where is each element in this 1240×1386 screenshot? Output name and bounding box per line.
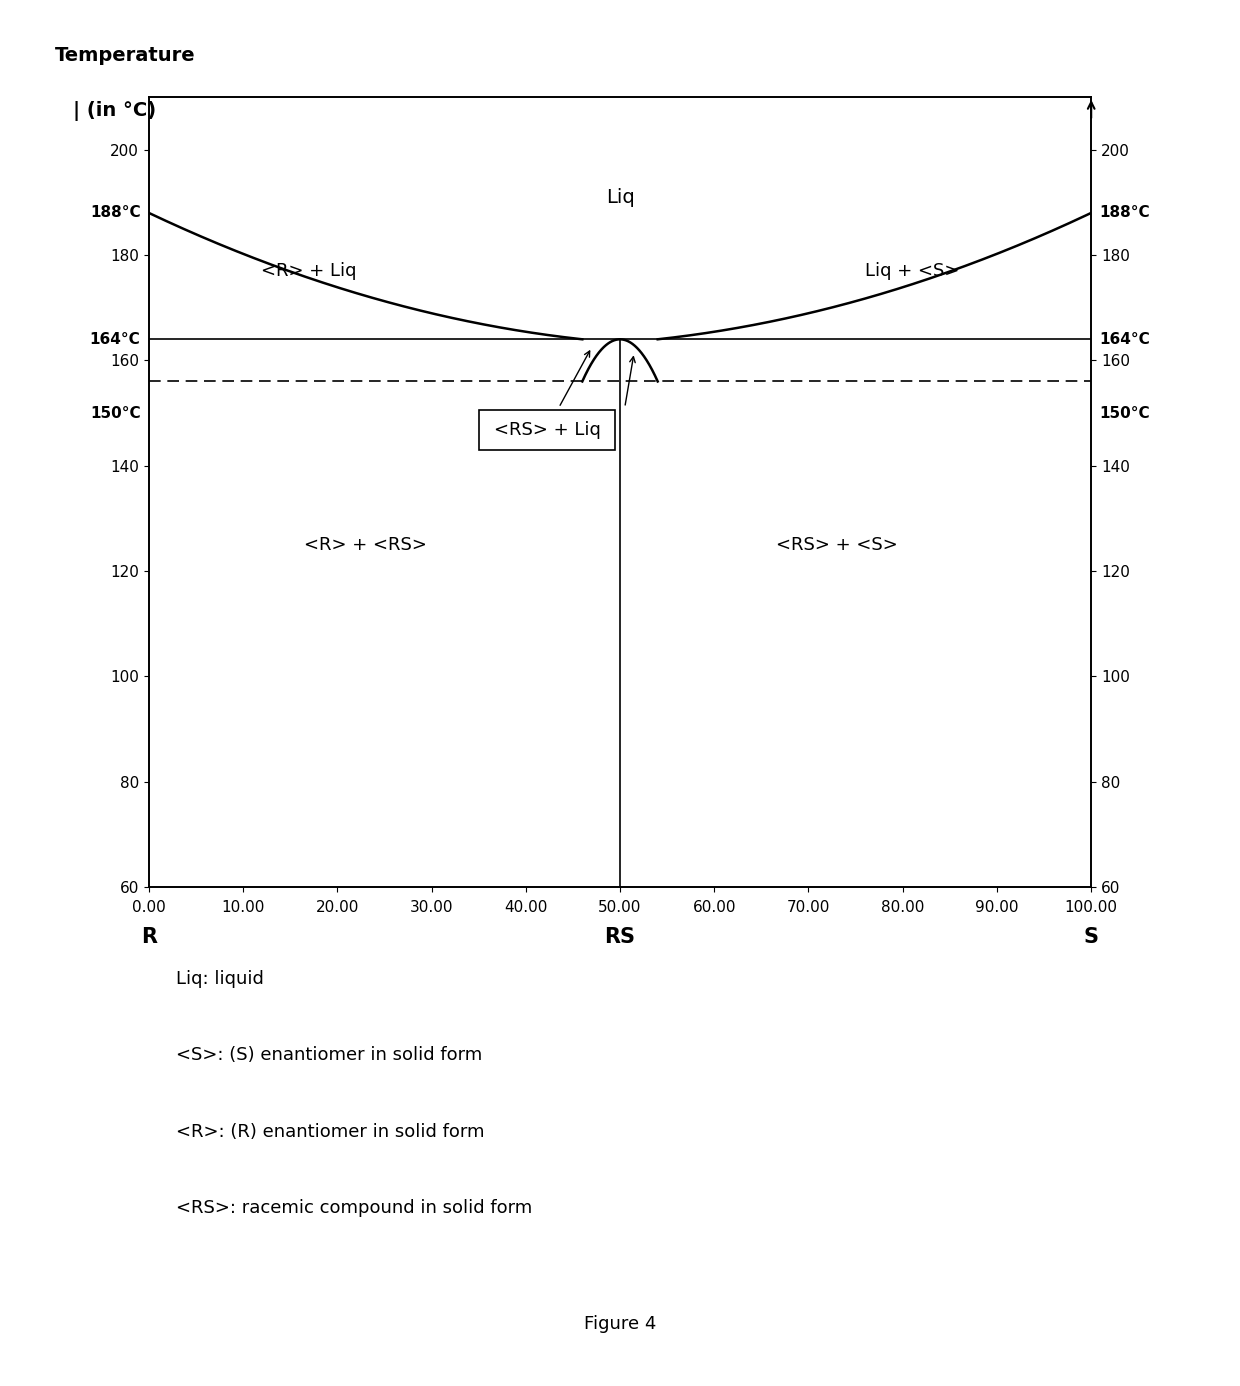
Text: Liq + <S>: Liq + <S> xyxy=(866,262,960,280)
Text: 60.00: 60.00 xyxy=(692,901,737,915)
Text: <S>: (S) enantiomer in solid form: <S>: (S) enantiomer in solid form xyxy=(176,1046,482,1064)
Text: 80.00: 80.00 xyxy=(882,901,924,915)
Text: 40.00: 40.00 xyxy=(505,901,547,915)
Text: Liq: Liq xyxy=(605,187,635,207)
Text: RS: RS xyxy=(605,927,635,947)
Text: | (in °C): | (in °C) xyxy=(73,101,156,121)
Text: 20.00: 20.00 xyxy=(316,901,358,915)
Text: 150°C: 150°C xyxy=(89,406,140,420)
Text: 188°C: 188°C xyxy=(1100,205,1151,220)
Text: Figure 4: Figure 4 xyxy=(584,1315,656,1332)
Text: 10.00: 10.00 xyxy=(222,901,264,915)
Text: 164°C: 164°C xyxy=(89,331,140,346)
Text: 100.00: 100.00 xyxy=(1065,901,1117,915)
Text: 150°C: 150°C xyxy=(1100,406,1151,420)
Text: <RS>: racemic compound in solid form: <RS>: racemic compound in solid form xyxy=(176,1199,532,1217)
Text: S: S xyxy=(1084,927,1099,947)
Text: <R> + <RS>: <R> + <RS> xyxy=(304,536,427,553)
Text: 164°C: 164°C xyxy=(1100,331,1151,346)
Text: 30.00: 30.00 xyxy=(409,901,454,915)
Text: <RS> + <S>: <RS> + <S> xyxy=(776,536,898,553)
Bar xyxy=(479,410,615,450)
Text: 0.00: 0.00 xyxy=(131,901,166,915)
Text: 90.00: 90.00 xyxy=(975,901,1019,915)
Text: <R>: (R) enantiomer in solid form: <R>: (R) enantiomer in solid form xyxy=(176,1123,484,1141)
Text: 70.00: 70.00 xyxy=(787,901,830,915)
Text: <RS> + Liq: <RS> + Liq xyxy=(494,421,600,439)
Text: 50.00: 50.00 xyxy=(599,901,641,915)
Text: 188°C: 188°C xyxy=(89,205,140,220)
Text: R: R xyxy=(141,927,156,947)
Text: Liq: liquid: Liq: liquid xyxy=(176,970,263,988)
Text: <R> + Liq: <R> + Liq xyxy=(262,262,357,280)
Text: Temperature: Temperature xyxy=(55,46,195,65)
